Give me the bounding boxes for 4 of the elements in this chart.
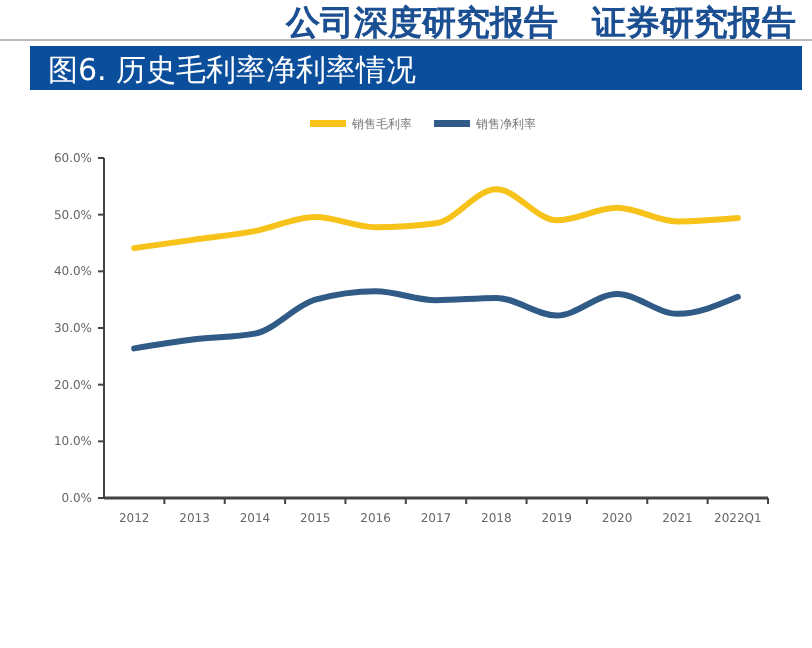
- chart-title: 图6. 历史毛利率净利率情况: [48, 52, 417, 88]
- line-series: [131, 186, 741, 252]
- line-series: [131, 288, 741, 352]
- text: 公司深度研究报告 证券研究报告: [284, 4, 796, 44]
